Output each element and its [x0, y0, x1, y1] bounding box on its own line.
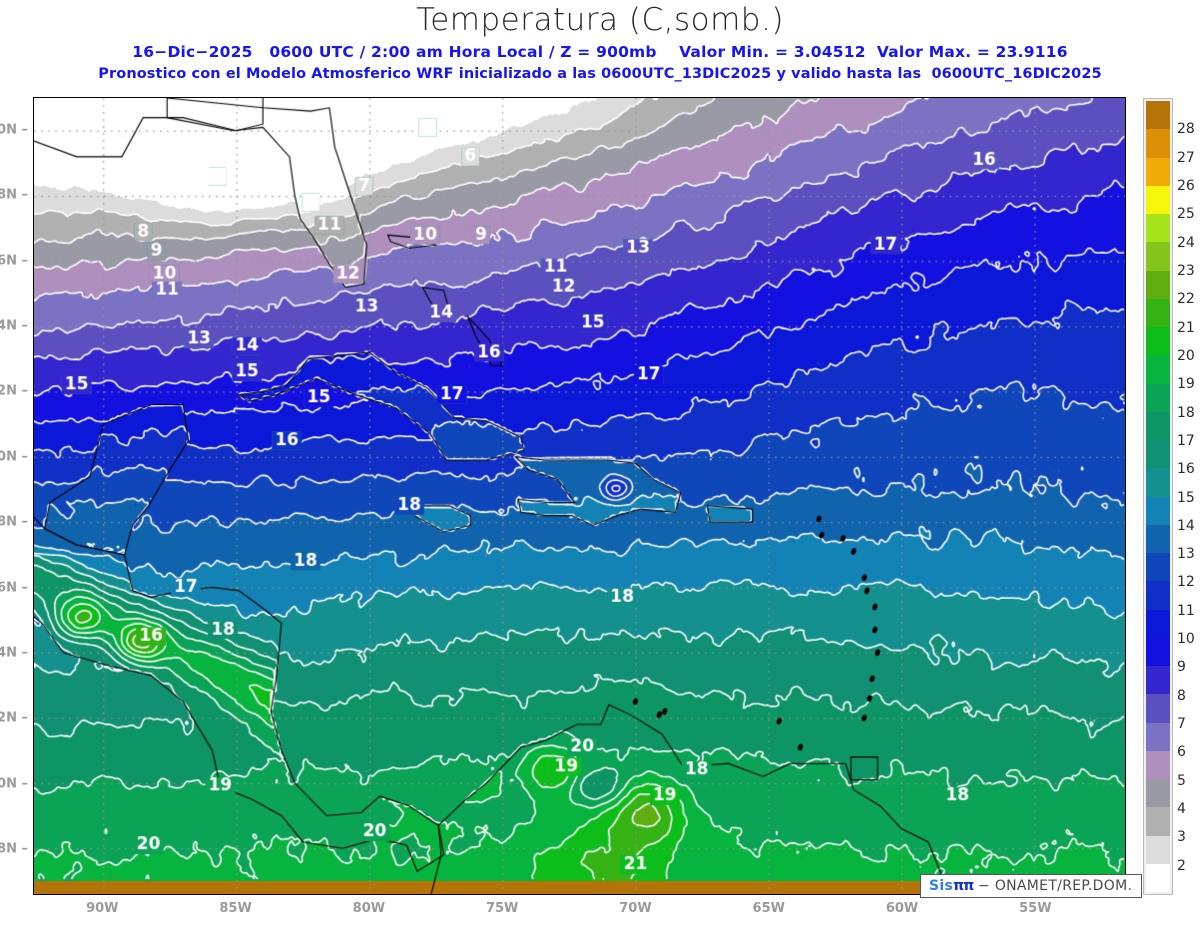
subtitle-valid-time: 16−Dic−2025 0600 UTC / 2:00 am Hora Loca… [132, 43, 1068, 61]
colorbar-cell [1146, 863, 1170, 892]
colorbar-cell [1146, 411, 1170, 440]
temperature-shaded-map [34, 98, 1125, 894]
colorbar-cell [1146, 270, 1170, 299]
colorbar-cell [1146, 722, 1170, 751]
map-plot-area[interactable] [33, 97, 1126, 895]
colorbar-cell [1146, 553, 1170, 582]
colorbar-cell [1146, 185, 1170, 214]
y-tick-label: 18N – [0, 514, 28, 530]
colorbar-cell [1146, 524, 1170, 553]
x-tick-label: 70W [619, 901, 652, 916]
colorbar-tick-label: 9 [1177, 659, 1186, 676]
y-tick-label: 10N – [0, 776, 28, 792]
credit-sis-label: Sis [929, 878, 954, 894]
colorbar-cell [1146, 779, 1170, 808]
colorbar-cell [1146, 750, 1170, 779]
credit-agency-label: − ONAMET/REP.DOM. [978, 878, 1133, 894]
colorbar-cell [1146, 129, 1170, 158]
colorbar-tick-label: 2 [1177, 857, 1186, 874]
colorbar-cell [1146, 835, 1170, 864]
colorbar-tick-label: 23 [1177, 262, 1195, 279]
colorbar-cell [1146, 581, 1170, 610]
colorbar-cell [1146, 242, 1170, 271]
colorbar: 28 27 26 25 24 23 22 21 20 19 18 17 16 15 14 13 12 11 10 9 8… [1143, 98, 1200, 898]
colorbar-cell [1146, 355, 1170, 384]
colorbar-cell [1146, 609, 1170, 638]
colorbar-cell [1146, 440, 1170, 469]
colorbar-tick-label: 24 [1177, 234, 1195, 251]
colorbar-tick-label: 17 [1177, 432, 1195, 449]
x-tick-label: 65W [752, 901, 785, 916]
colorbar-cell [1146, 468, 1170, 497]
y-tick-label: 30N – [0, 122, 28, 138]
colorbar-tick-label: 16 [1177, 461, 1195, 478]
colorbar-cell [1146, 298, 1170, 327]
x-tick-label: 60W [885, 901, 919, 916]
colorbar-tick-label: 13 [1177, 546, 1195, 563]
colorbar-tick-label: 11 [1177, 602, 1195, 619]
colorbar-tick-label: 7 [1177, 716, 1186, 733]
x-tick-label: 55W [1019, 901, 1052, 916]
colorbar-tick-label: 25 [1177, 206, 1195, 223]
colorbar-cell [1146, 157, 1170, 186]
colorbar-tick-label: 26 [1177, 177, 1195, 194]
colorbar-cell [1146, 666, 1170, 695]
page-title: Temperatura (C,somb.) [416, 2, 784, 38]
colorbar-tick-label: 4 [1177, 801, 1186, 818]
colorbar-tick-label: 18 [1177, 404, 1195, 421]
colorbar-gradient [1146, 101, 1170, 892]
y-tick-label: 14N – [0, 645, 28, 661]
colorbar-cell [1146, 807, 1170, 836]
y-tick-label: 26N – [0, 253, 28, 269]
x-tick-label: 85W [219, 901, 252, 916]
x-tick-label: 80W [352, 901, 386, 916]
colorbar-cell [1146, 637, 1170, 666]
colorbar-tick-label: 6 [1177, 744, 1186, 761]
y-tick-label: 28N – [0, 187, 28, 203]
colorbar-tick-label: 12 [1177, 574, 1195, 591]
colorbar-tick-label: 15 [1177, 489, 1195, 506]
y-tick-label: 8N – [0, 841, 28, 857]
colorbar-cell [1146, 101, 1170, 130]
colorbar-cell [1146, 327, 1170, 356]
colorbar-tick-label: 14 [1177, 517, 1195, 534]
y-tick-label: 22N – [0, 383, 28, 399]
colorbar-tick-label: 20 [1177, 347, 1195, 364]
colorbar-cell [1146, 214, 1170, 243]
colorbar-tick-label: 22 [1177, 291, 1195, 308]
colorbar-tick-label: 19 [1177, 376, 1195, 393]
x-tick-label: 75W [485, 901, 519, 916]
colorbar-tick-label: 8 [1177, 687, 1186, 704]
colorbar-cell [1146, 496, 1170, 525]
colorbar-box [1143, 98, 1173, 895]
colorbar-tick-label: 5 [1177, 772, 1186, 789]
y-tick-label: 20N – [0, 449, 28, 465]
credit-pi-icon: ππ [953, 878, 974, 894]
colorbar-tick-label: 27 [1177, 149, 1195, 166]
y-tick-label: 24N – [0, 318, 28, 334]
y-tick-label: 12N – [0, 710, 28, 726]
credit-badge: Sisππ − ONAMET/REP.DOM. [920, 874, 1143, 898]
colorbar-tick-label: 21 [1177, 319, 1195, 336]
colorbar-cell [1146, 694, 1170, 723]
header: Temperatura (C,somb.) 16−Dic−2025 0600 U… [0, 0, 1200, 95]
colorbar-tick-label: 3 [1177, 829, 1186, 846]
x-tick-label: 90W [86, 901, 119, 916]
y-tick-label: 16N – [0, 580, 28, 596]
subtitle-model-info: Pronostico con el Modelo Atmosferico WRF… [98, 66, 1102, 82]
colorbar-tick-label: 10 [1177, 631, 1195, 648]
colorbar-tick-label: 28 [1177, 121, 1195, 138]
colorbar-cell [1146, 383, 1170, 412]
